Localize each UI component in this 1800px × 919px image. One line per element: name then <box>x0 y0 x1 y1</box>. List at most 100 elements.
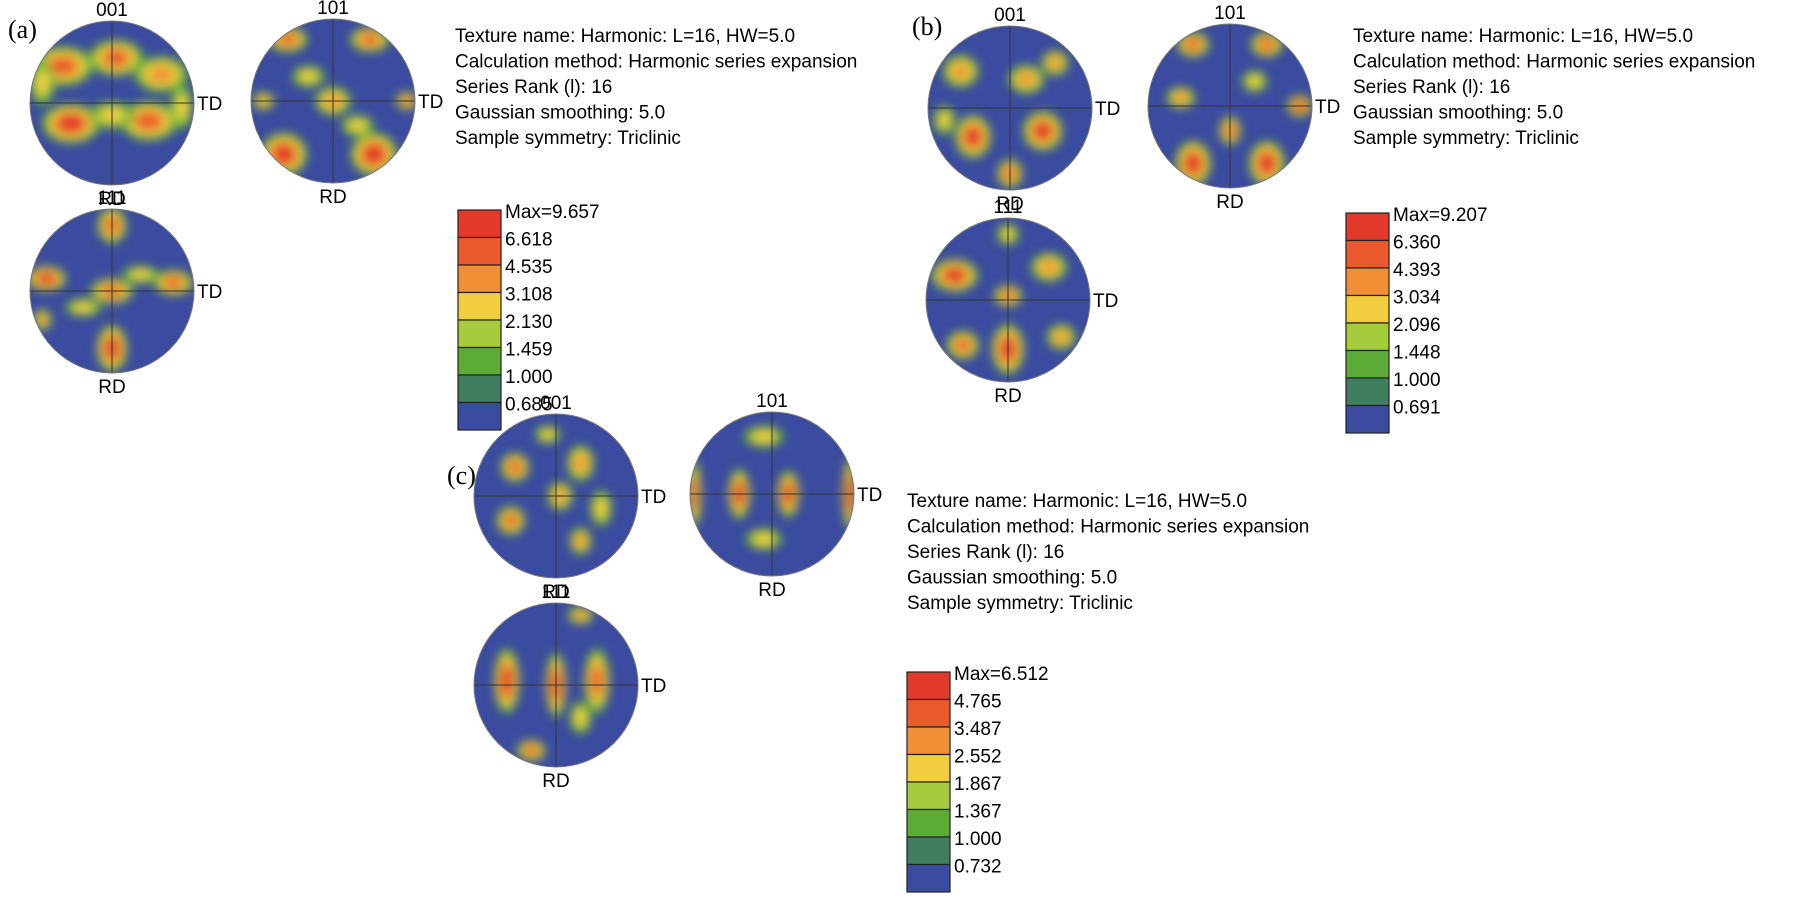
pole-figure-111: 111 TD RD <box>925 197 1118 407</box>
contour-level <box>754 533 773 545</box>
info-line: Texture name: Harmonic: L=16, HW=5.0 <box>907 491 1247 512</box>
contour-level <box>149 66 174 83</box>
info-line: Series Rank (l): 16 <box>1353 77 1510 98</box>
contour-level <box>60 116 82 131</box>
legend-label: 2.552 <box>954 747 1002 768</box>
rd-label: RD <box>98 189 125 210</box>
intensity-contours <box>30 39 193 144</box>
pole-figure-rim <box>689 411 855 577</box>
legend-label: 4.765 <box>954 692 1002 713</box>
info-line: Gaussian smoothing: 5.0 <box>1353 103 1563 124</box>
legend-label: 3.108 <box>505 285 553 306</box>
info-line: Texture name: Harmonic: L=16, HW=5.0 <box>1353 26 1693 47</box>
pole-figure-111: 111 TD RD <box>29 188 222 398</box>
pole-figure-rim <box>473 413 639 579</box>
contour-level <box>176 95 188 119</box>
legend-label: 0.685 <box>505 395 553 416</box>
legend-swatch <box>1345 349 1390 379</box>
td-label: TD <box>197 94 222 115</box>
contour-level <box>38 314 47 325</box>
contour-level <box>575 709 587 726</box>
info-line: Series Rank (l): 16 <box>455 77 612 98</box>
intensity-legend: Max=6.512 4.765 3.487 2.552 1.867 1.367 1.000 0… <box>906 664 1049 893</box>
pole-figure-title: 111 <box>98 188 127 209</box>
pole-figure-rim <box>927 25 1093 191</box>
legend-label: Max=6.512 <box>954 664 1049 685</box>
contour-level <box>1260 39 1274 50</box>
legend-swatch <box>457 319 502 349</box>
td-label: TD <box>1093 291 1118 312</box>
pole-figure-rim <box>29 20 195 186</box>
pole-figure-001: 001 TD RD <box>473 393 666 603</box>
legend-swatch <box>1345 322 1390 352</box>
pole-figure-title: 001 <box>540 393 572 414</box>
legend-label: 3.487 <box>954 719 1002 740</box>
contour-level <box>952 63 969 79</box>
contour-level <box>131 270 150 280</box>
legend-label: 3.034 <box>1393 288 1441 309</box>
contour-level <box>165 277 182 288</box>
contour-level <box>349 120 366 132</box>
texture-info: Texture name: Harmonic: L=16, HW=5.0 Calc… <box>455 26 857 149</box>
contour-level <box>575 611 587 620</box>
legend-label: 4.393 <box>1393 260 1441 281</box>
info-line: Sample symmetry: Triclinic <box>455 128 681 149</box>
info-line: Sample symmetry: Triclinic <box>907 593 1133 614</box>
contour-level <box>966 128 980 145</box>
pole-figure-title: 101 <box>1214 3 1246 24</box>
contour-level <box>1186 154 1200 172</box>
legend-swatch <box>1345 294 1390 324</box>
legend-swatch <box>457 209 502 239</box>
legend-label: 1.867 <box>954 774 1002 795</box>
legend-label: 2.130 <box>505 312 553 333</box>
contour-level <box>300 70 317 82</box>
legend-swatch <box>906 808 951 838</box>
contour-level <box>1174 93 1188 103</box>
intensity-legend: Max=9.207 6.360 4.393 3.034 2.096 1.448 1.000 0… <box>1345 205 1488 434</box>
texture-info: Texture name: Harmonic: L=16, HW=5.0 Calc… <box>907 491 1309 614</box>
pole-figure-title: 001 <box>994 5 1026 26</box>
texture-info: Texture name: Harmonic: L=16, HW=5.0 Calc… <box>1353 26 1755 149</box>
legend-swatch <box>457 374 502 404</box>
legend-label: 0.691 <box>1393 398 1441 419</box>
contour-level <box>279 34 296 45</box>
legend-label: 1.367 <box>954 802 1002 823</box>
contour-level <box>525 746 538 755</box>
legend-label: 6.360 <box>1393 233 1441 254</box>
intensity-contours <box>252 26 415 176</box>
info-line: Calculation method: Harmonic series expa… <box>907 517 1309 538</box>
contour-level <box>753 431 774 443</box>
contour-level <box>361 34 378 45</box>
intensity-legend: Max=9.657 6.618 4.535 3.108 2.130 1.459 1.000 0… <box>457 202 600 431</box>
legend-swatch <box>1345 377 1390 407</box>
td-label: TD <box>1095 99 1120 120</box>
legend-swatch <box>1345 404 1390 434</box>
pole-figure-title: 111 <box>994 197 1023 218</box>
pole-figure-001: 001 TD RD <box>29 0 222 210</box>
td-label: TD <box>641 487 666 508</box>
legend-swatch <box>1345 267 1390 297</box>
legend-label: 2.096 <box>1393 315 1441 336</box>
td-label: TD <box>857 485 882 506</box>
contour-level <box>1186 39 1200 50</box>
contour-level <box>1041 260 1057 274</box>
legend-swatch <box>1345 239 1390 269</box>
legend-swatch <box>457 401 502 431</box>
contour-level <box>137 113 161 129</box>
contour-level <box>275 146 293 163</box>
pole-figure-title: 001 <box>96 0 128 21</box>
rd-label: RD <box>758 580 785 601</box>
panel-letter: (a) <box>8 15 37 44</box>
legend-swatch <box>457 236 502 266</box>
contour-level <box>38 273 54 284</box>
contour-level <box>956 339 970 351</box>
legend-swatch <box>906 836 951 866</box>
contour-level <box>505 514 517 527</box>
legend-label: Max=9.207 <box>1393 205 1488 226</box>
legend-swatch <box>906 753 951 783</box>
contour-level <box>1260 154 1274 172</box>
contour-level <box>1018 72 1035 86</box>
